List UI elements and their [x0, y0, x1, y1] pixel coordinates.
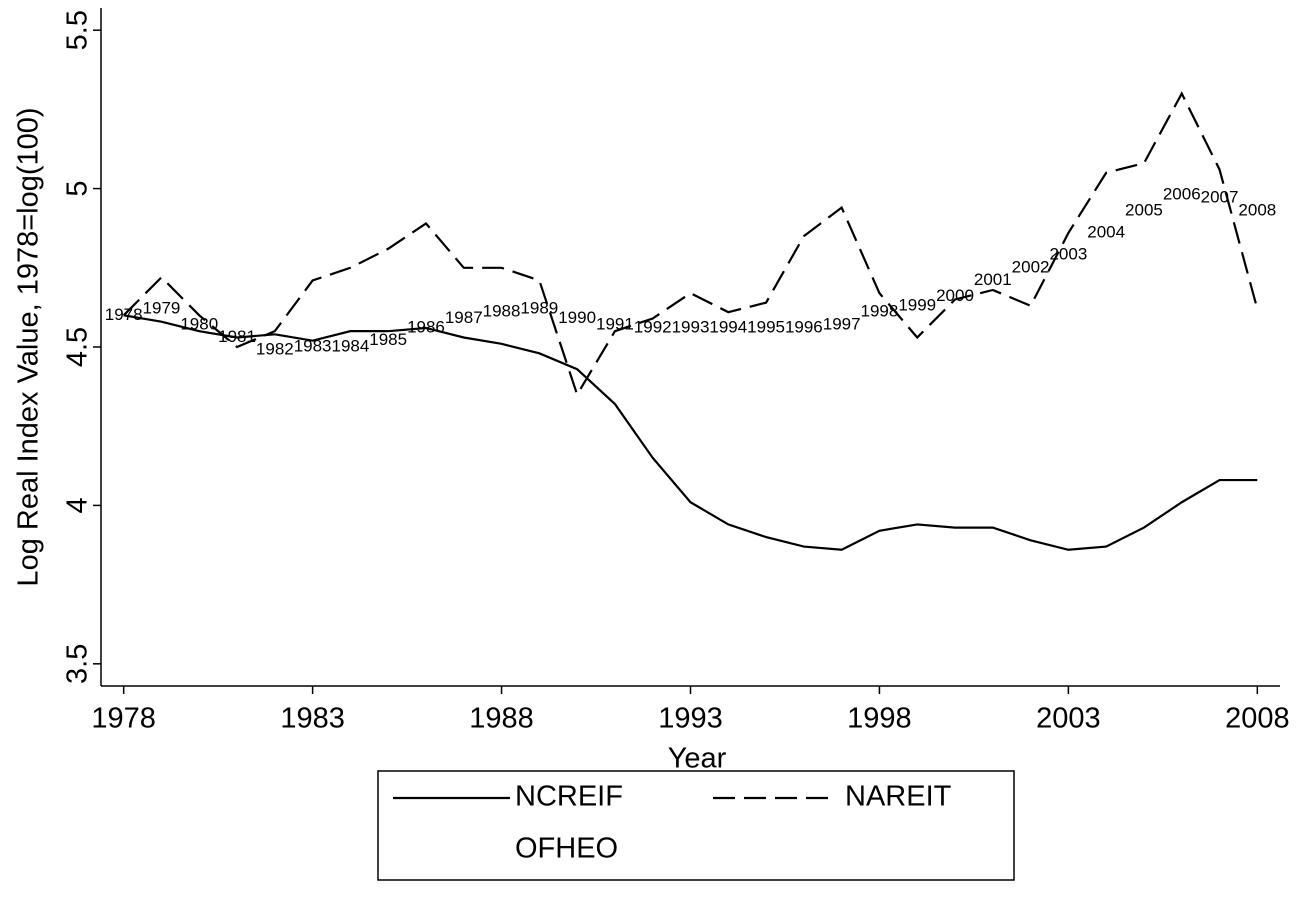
point-label: 1994: [709, 317, 747, 336]
point-label: 2002: [1012, 257, 1050, 276]
point-label: 2000: [936, 286, 974, 305]
point-label: 1981: [218, 327, 256, 346]
point-label: 2007: [1201, 188, 1239, 207]
point-label: 1993: [672, 317, 710, 336]
point-label: 1990: [558, 308, 596, 327]
x-tick-label: 2008: [1225, 703, 1290, 735]
y-axis-title: Log Real Index Value, 1978=log(100): [13, 107, 45, 586]
x-tick-label: 2003: [1036, 703, 1101, 735]
point-label: 1991: [596, 314, 634, 333]
point-label: 1992: [634, 317, 672, 336]
point-label: 1988: [483, 302, 521, 321]
point-label: 1984: [331, 336, 369, 355]
legend-box: [377, 770, 1015, 881]
x-tick-label: 1993: [658, 703, 723, 735]
point-label: 1978: [105, 305, 143, 324]
point-label: 2001: [974, 270, 1012, 289]
point-label: 1985: [369, 330, 407, 349]
point-label: 1989: [520, 298, 558, 317]
point-label: 2005: [1125, 200, 1163, 219]
point-label: 1982: [256, 340, 294, 359]
y-tick-label: 5.5: [62, 10, 94, 50]
point-label: 1986: [407, 317, 445, 336]
y-tick-label: 3.5: [62, 644, 94, 684]
point-label: 2008: [1238, 200, 1276, 219]
x-tick-label: 1978: [91, 703, 156, 735]
x-tick-label: 1988: [469, 703, 534, 735]
point-label: 1998: [861, 302, 899, 321]
x-tick-label: 1998: [847, 703, 912, 735]
point-label: 2006: [1163, 184, 1201, 203]
point-label: 1997: [823, 314, 861, 333]
legend-label: NAREIT: [845, 781, 952, 813]
x-axis-title: Year: [668, 743, 727, 775]
point-label: 1979: [143, 298, 181, 317]
legend-label: NCREIF: [515, 781, 623, 813]
point-label: 2004: [1087, 222, 1125, 241]
point-label: 1983: [294, 336, 332, 355]
point-label: 1996: [785, 317, 823, 336]
y-tick-label: 4.5: [62, 327, 94, 367]
legend-label: OFHEO: [515, 833, 618, 865]
point-label: 1999: [898, 295, 936, 314]
series-line: [123, 314, 1258, 551]
point-label: 1995: [747, 317, 785, 336]
y-tick-label: 5: [62, 181, 94, 197]
y-tick-label: 4: [62, 497, 94, 513]
point-label: 2003: [1049, 245, 1087, 264]
x-tick-label: 1983: [280, 703, 345, 735]
series-line: [122, 91, 1259, 398]
point-label: 1987: [445, 308, 483, 327]
point-label: 1980: [180, 314, 218, 333]
